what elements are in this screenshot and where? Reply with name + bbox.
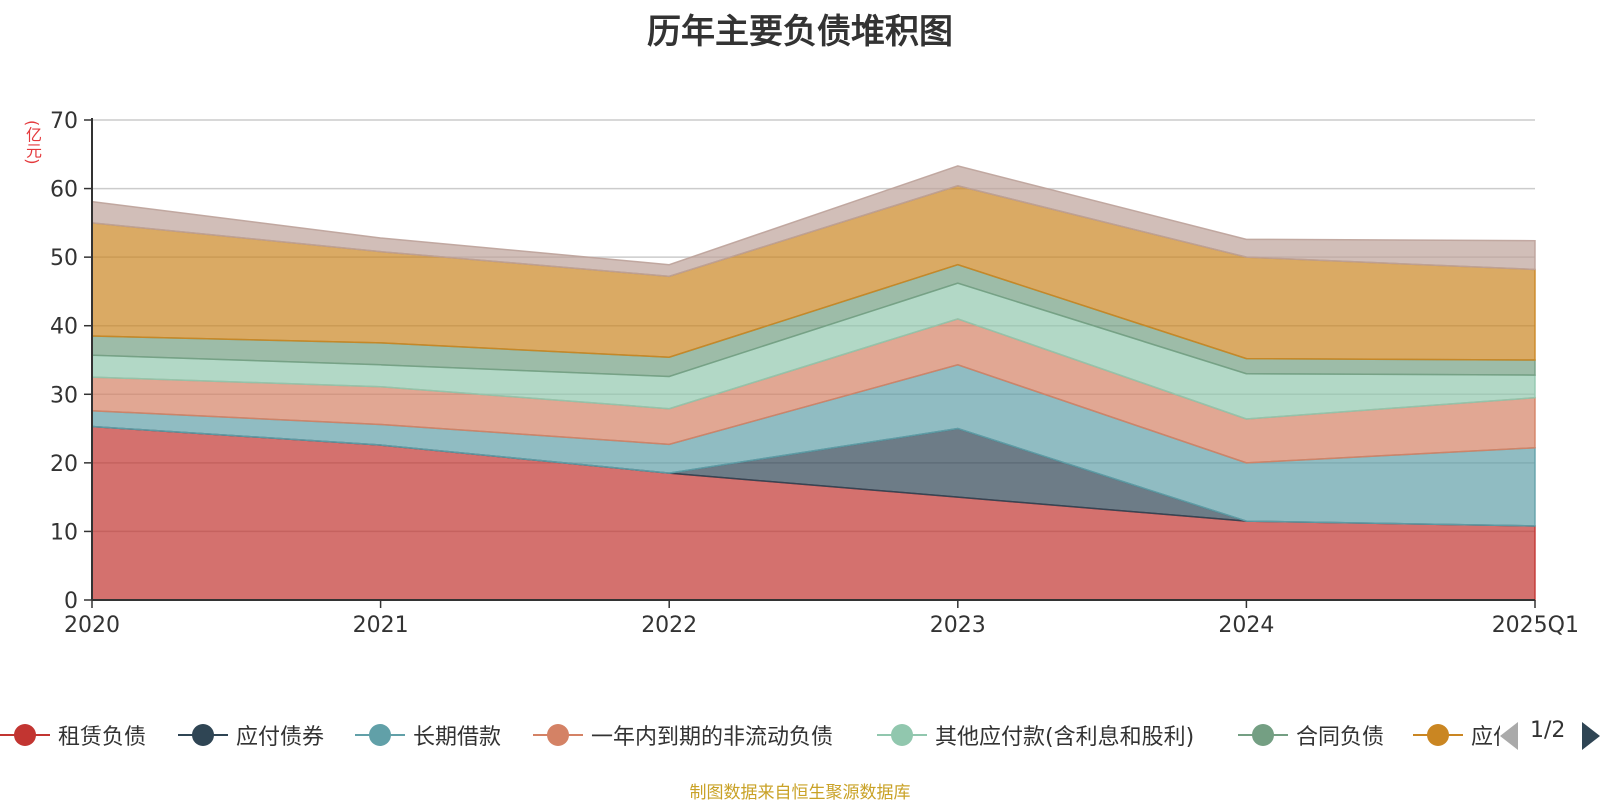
x-tick-label: 2024 bbox=[1218, 613, 1274, 638]
next-page-icon[interactable] bbox=[1582, 722, 1600, 750]
x-tick-label: 2025Q1 bbox=[1492, 613, 1579, 638]
axes bbox=[91, 118, 1536, 608]
legend-marker-icon bbox=[533, 718, 583, 752]
stacked-area-chart: 0 10 20 30 40 50 60 70 2020 2021 2022 2023 2024 2025… bbox=[50, 109, 1579, 638]
legend-label: 长期借款 bbox=[413, 725, 502, 750]
y-tick-label: 50 bbox=[50, 246, 78, 271]
legend-item[interactable]: 合同负债 bbox=[1238, 718, 1384, 752]
legend-label: 其他应付款(含利息和股利) bbox=[935, 725, 1195, 750]
legend-label: 合同负债 bbox=[1296, 725, 1385, 750]
legend-item[interactable]: 应付债券 bbox=[178, 718, 324, 752]
legend-label: 租赁负债 bbox=[58, 725, 147, 750]
source-note: 制图数据来自恒生聚源数据库 bbox=[689, 783, 911, 803]
legend-label: 一年内到期的非流动负债 bbox=[591, 725, 834, 750]
legend-marker-icon bbox=[1238, 718, 1288, 752]
y-tick-label: 0 bbox=[64, 589, 78, 614]
x-tick-label: 2021 bbox=[353, 613, 409, 638]
y-tick-label: 10 bbox=[50, 520, 78, 545]
legend-marker-icon bbox=[178, 718, 228, 752]
x-tick-labels: 2020 2021 2022 2023 2024 2025Q1 bbox=[64, 613, 1579, 638]
legend: 租赁负债 应付债券 长期借款 一年内到期的非流动负债 其他应付款(含利息和股利) 合同负债… bbox=[0, 718, 1500, 752]
legend-marker-icon bbox=[0, 718, 50, 752]
legend-item[interactable]: 长期借款 bbox=[355, 718, 501, 752]
legend-marker-icon bbox=[355, 718, 405, 752]
y-axis-unit: (亿元) bbox=[23, 120, 42, 165]
legend-pager: 1/2 bbox=[1500, 716, 1600, 752]
prev-page-icon[interactable] bbox=[1500, 722, 1518, 750]
legend-item[interactable]: 其他应付款(含利息和股利) bbox=[877, 718, 1194, 752]
y-tick-label: 20 bbox=[50, 452, 78, 477]
legend-item[interactable]: 应付账款 bbox=[1413, 718, 1500, 752]
area-series-7 bbox=[91, 165, 1536, 278]
y-tick-label: 60 bbox=[50, 178, 78, 203]
x-tick-label: 2022 bbox=[641, 613, 697, 638]
chart-title: 历年主要负债堆积图 bbox=[647, 12, 953, 52]
x-tick-label: 2020 bbox=[64, 613, 120, 638]
y-tick-label: 70 bbox=[50, 109, 78, 134]
legend-marker-icon bbox=[877, 718, 927, 752]
legend-marker-icon bbox=[1413, 718, 1463, 752]
legend-label: 应付账款 bbox=[1471, 725, 1500, 750]
legend-item[interactable]: 一年内到期的非流动负债 bbox=[533, 718, 833, 752]
x-tick-label: 2023 bbox=[930, 613, 986, 638]
area-series bbox=[91, 165, 1536, 601]
legend-item[interactable]: 租赁负债 bbox=[0, 718, 146, 752]
legend-page-indicator: 1/2 bbox=[1530, 718, 1566, 743]
y-tick-label: 30 bbox=[50, 383, 78, 408]
legend-label: 应付债券 bbox=[236, 725, 325, 750]
y-tick-labels: 0 10 20 30 40 50 60 70 bbox=[50, 109, 78, 614]
y-tick-label: 40 bbox=[50, 315, 78, 340]
